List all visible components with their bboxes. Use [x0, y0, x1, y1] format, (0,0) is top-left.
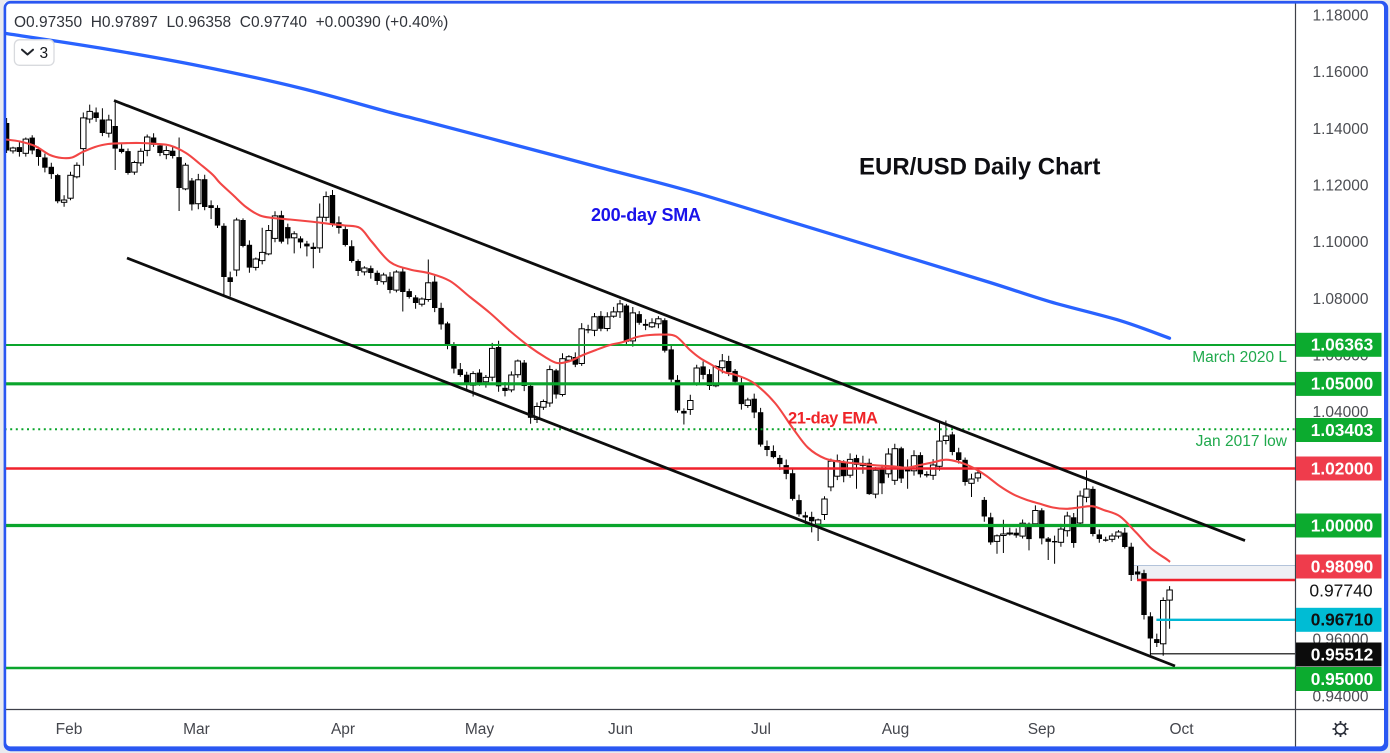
svg-text:Feb: Feb	[56, 721, 83, 738]
svg-text:1.10000: 1.10000	[1312, 234, 1368, 251]
svg-text:1.04000: 1.04000	[1312, 404, 1368, 421]
svg-text:May: May	[465, 721, 495, 738]
svg-text:0.95512: 0.95512	[1311, 644, 1373, 664]
svg-text:1.14000: 1.14000	[1312, 121, 1368, 138]
svg-text:Oct: Oct	[1169, 721, 1194, 738]
svg-text:Apr: Apr	[331, 721, 355, 738]
svg-text:1.02000: 1.02000	[1311, 458, 1373, 478]
svg-text:Aug: Aug	[882, 721, 910, 738]
svg-text:1.08000: 1.08000	[1312, 291, 1368, 308]
svg-text:Jun: Jun	[608, 721, 633, 738]
svg-text:1.05000: 1.05000	[1311, 374, 1373, 394]
svg-text:1.16000: 1.16000	[1312, 64, 1368, 81]
svg-text:EUR/USD Daily Chart: EUR/USD Daily Chart	[859, 154, 1100, 181]
svg-text:Jan 2017 low: Jan 2017 low	[1196, 433, 1288, 450]
svg-text:200-day SMA: 200-day SMA	[591, 205, 701, 225]
svg-text:0.98090: 0.98090	[1311, 556, 1373, 576]
svg-text:March 2020 L: March 2020 L	[1192, 349, 1287, 366]
svg-text:1.00000: 1.00000	[1311, 515, 1373, 535]
svg-text:1.12000: 1.12000	[1312, 178, 1368, 195]
svg-text:1.06363: 1.06363	[1311, 335, 1373, 355]
svg-text:Sep: Sep	[1028, 721, 1056, 738]
svg-text:0.97740: 0.97740	[1309, 581, 1373, 601]
svg-text:1.03403: 1.03403	[1311, 420, 1373, 440]
svg-text:Jul: Jul	[751, 721, 771, 738]
svg-text:Mar: Mar	[183, 721, 210, 738]
svg-text:O0.97350 H0.97897 L0.96358: O0.97350 H0.97897 L0.96358 C0.97740 +0.0…	[14, 14, 448, 31]
svg-text:0.96710: 0.96710	[1311, 610, 1373, 630]
svg-text:0.95000: 0.95000	[1311, 669, 1373, 689]
svg-text:0.94000: 0.94000	[1312, 689, 1368, 706]
svg-text:1.18000: 1.18000	[1312, 8, 1368, 25]
svg-text:3: 3	[40, 45, 49, 62]
svg-text:21-day EMA: 21-day EMA	[788, 410, 878, 428]
